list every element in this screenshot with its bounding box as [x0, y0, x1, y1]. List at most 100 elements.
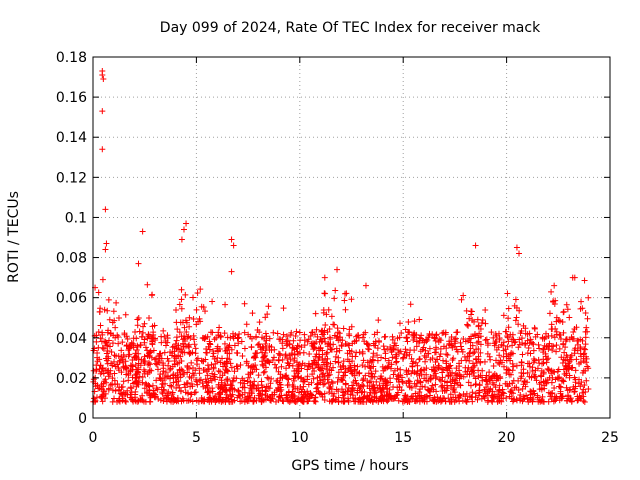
- data-point: [98, 393, 105, 400]
- data-point: [407, 395, 414, 402]
- data-point: [207, 341, 214, 348]
- data-point: [262, 314, 269, 321]
- data-point: [570, 328, 577, 335]
- data-point: [405, 367, 412, 374]
- data-point: [104, 347, 111, 354]
- data-point: [103, 379, 110, 386]
- data-point: [530, 387, 537, 394]
- data-point: [352, 353, 359, 360]
- data-point: [139, 228, 146, 235]
- data-point: [319, 338, 326, 345]
- data-point: [109, 362, 116, 369]
- data-point: [466, 315, 473, 322]
- data-point: [313, 326, 320, 333]
- data-point: [118, 384, 125, 391]
- data-point: [289, 344, 296, 351]
- data-point: [481, 358, 488, 365]
- data-point: [468, 366, 475, 373]
- data-point: [558, 393, 565, 400]
- data-point: [443, 382, 450, 389]
- data-point: [509, 380, 516, 387]
- data-point: [309, 371, 316, 378]
- plot-frame: [92, 56, 611, 419]
- data-point: [105, 296, 112, 303]
- data-point: [128, 363, 135, 370]
- data-point: [377, 375, 384, 382]
- data-point: [119, 391, 126, 398]
- data-point: [239, 391, 246, 398]
- data-point: [445, 373, 452, 380]
- data-point: [164, 332, 171, 339]
- data-point: [104, 307, 111, 314]
- data-point: [104, 329, 111, 336]
- data-point: [134, 316, 141, 323]
- data-point: [102, 246, 109, 253]
- data-point: [403, 380, 410, 387]
- data-point: [395, 389, 402, 396]
- data-point: [474, 396, 481, 403]
- data-point: [403, 349, 410, 356]
- data-point: [542, 353, 549, 360]
- data-point: [127, 362, 134, 369]
- data-point: [221, 330, 228, 337]
- data-point: [354, 363, 361, 370]
- data-point: [226, 356, 233, 363]
- data-point: [269, 395, 276, 402]
- data-point: [577, 395, 584, 402]
- data-point: [375, 337, 382, 344]
- data-point: [319, 356, 326, 363]
- data-point: [505, 338, 512, 345]
- data-point: [371, 331, 378, 338]
- data-point: [545, 367, 552, 374]
- data-point: [581, 345, 588, 352]
- data-point: [100, 388, 107, 395]
- data-point: [536, 396, 543, 403]
- data-point: [120, 378, 127, 385]
- data-point: [559, 318, 566, 325]
- data-point: [171, 348, 178, 355]
- data-point: [489, 394, 496, 401]
- data-point: [432, 381, 439, 388]
- data-point: [513, 314, 520, 321]
- data-point: [299, 394, 306, 401]
- data-point: [436, 397, 443, 404]
- data-point: [504, 333, 511, 340]
- data-point: [540, 349, 547, 356]
- data-point: [199, 358, 206, 365]
- data-point: [311, 331, 318, 338]
- data-point: [256, 329, 263, 336]
- data-point: [348, 323, 355, 330]
- data-point: [187, 396, 194, 403]
- data-point: [318, 328, 325, 335]
- data-point: [99, 146, 106, 153]
- data-point: [396, 334, 403, 341]
- data-point: [564, 306, 571, 313]
- data-point: [216, 398, 223, 405]
- data-point: [180, 397, 187, 404]
- data-point: [249, 381, 256, 388]
- data-point: [582, 334, 589, 341]
- data-point: [101, 395, 108, 402]
- data-point: [351, 366, 358, 373]
- data-point: [310, 357, 317, 364]
- data-point: [492, 384, 499, 391]
- data-point: [390, 371, 397, 378]
- data-point: [326, 384, 333, 391]
- data-point: [496, 352, 503, 359]
- data-point: [482, 320, 489, 327]
- data-point: [518, 335, 525, 342]
- data-point: [238, 338, 245, 345]
- data-point: [423, 354, 430, 361]
- data-point: [193, 397, 200, 404]
- data-point: [200, 366, 207, 373]
- data-point: [566, 314, 573, 321]
- data-point: [585, 294, 592, 301]
- data-point: [339, 337, 346, 344]
- data-point: [446, 365, 453, 372]
- data-point: [207, 388, 214, 395]
- data-point: [427, 388, 434, 395]
- data-point: [551, 369, 558, 376]
- data-point: [241, 329, 248, 336]
- data-point: [279, 345, 286, 352]
- data-point: [178, 236, 185, 243]
